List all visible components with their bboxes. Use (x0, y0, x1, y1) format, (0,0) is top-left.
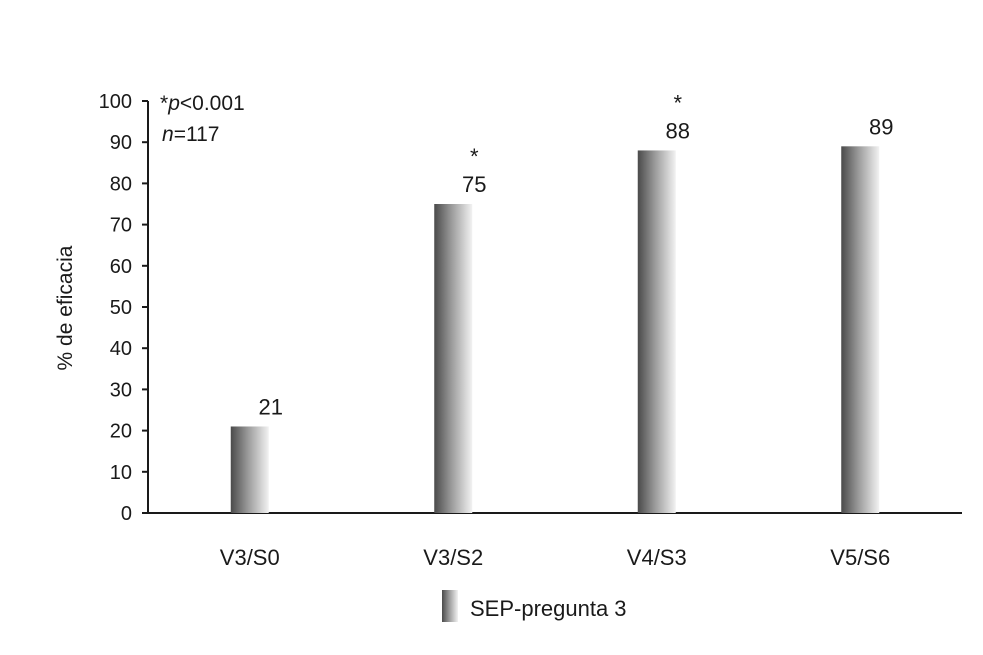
bar-v3-s0 (230, 426, 269, 513)
value-label: 75 (462, 172, 486, 197)
n-symbol: n (162, 123, 174, 146)
n-value-text: =117 (174, 123, 220, 146)
y-tick-label: 10 (110, 462, 132, 484)
x-tick-label: V3/S0 (220, 545, 280, 570)
bar-v4-s3 (637, 150, 676, 513)
y-tick-label: 20 (110, 421, 132, 443)
significance-marker: * (673, 90, 682, 115)
bar-v5-s6 (841, 146, 880, 513)
axes (147, 101, 962, 514)
x-axis-labels: V3/S0 V3/S2 V4/S3 V5/S6 (220, 545, 890, 570)
value-label: 88 (666, 118, 690, 143)
y-tick-label: 40 (110, 338, 132, 360)
x-tick-label: V3/S2 (423, 545, 483, 570)
y-tick-label: 90 (110, 132, 132, 154)
bar-v3-s2 (434, 204, 473, 513)
value-label: 21 (259, 394, 283, 419)
legend-label: SEP-pregunta 3 (470, 596, 627, 621)
value-label: 89 (869, 114, 893, 139)
x-tick-label: V4/S3 (627, 545, 687, 570)
p-symbol: p (167, 92, 180, 115)
y-tick-label: 80 (110, 173, 132, 195)
significance-marker: * (470, 144, 479, 169)
y-axis-label: % de eficacia (54, 245, 77, 370)
p-value-text: <0.001 (180, 92, 245, 115)
legend: SEP-pregunta 3 (442, 590, 627, 622)
y-axis-ticks: 0 10 20 30 40 50 60 70 80 90 100 (99, 91, 148, 525)
significance-note: *p<0.001 (160, 92, 245, 115)
y-tick-label: 70 (110, 215, 132, 237)
bars: 21 75 * 88 * 89 (230, 90, 893, 513)
x-tick-label: V5/S6 (830, 545, 890, 570)
sample-size-note: n=117 (162, 123, 219, 146)
y-tick-label: 30 (110, 379, 132, 401)
legend-swatch (442, 590, 458, 622)
y-tick-label: 60 (110, 256, 132, 278)
y-tick-label: 0 (121, 503, 132, 525)
y-tick-label: 50 (110, 297, 132, 319)
significance-star: * (160, 92, 168, 115)
y-tick-label: 100 (99, 91, 132, 113)
